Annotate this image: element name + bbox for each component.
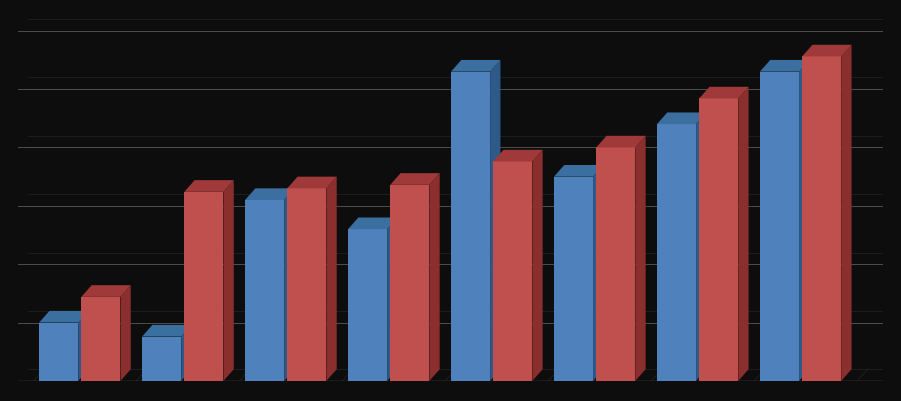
Polygon shape [593, 166, 604, 381]
Polygon shape [78, 311, 88, 381]
Polygon shape [39, 311, 88, 323]
Polygon shape [245, 189, 295, 200]
Polygon shape [842, 46, 851, 381]
Polygon shape [387, 218, 397, 381]
Polygon shape [799, 61, 809, 381]
Bar [802, 57, 842, 381]
Polygon shape [142, 325, 192, 337]
Polygon shape [696, 113, 706, 381]
Polygon shape [348, 218, 397, 230]
Polygon shape [185, 181, 233, 192]
Bar [760, 73, 799, 381]
Bar [493, 162, 532, 381]
Bar [451, 73, 490, 381]
Bar [287, 189, 326, 381]
Polygon shape [635, 136, 646, 381]
Polygon shape [451, 61, 500, 73]
Polygon shape [181, 325, 192, 381]
Polygon shape [760, 61, 809, 73]
Polygon shape [738, 87, 749, 381]
Bar [348, 230, 387, 381]
Bar [390, 185, 430, 381]
Polygon shape [802, 46, 851, 57]
Polygon shape [493, 150, 542, 162]
Polygon shape [532, 150, 542, 381]
Polygon shape [554, 166, 604, 177]
Bar [142, 337, 181, 381]
Polygon shape [81, 286, 131, 297]
Bar [81, 297, 121, 381]
Bar [657, 125, 696, 381]
Bar [245, 200, 284, 381]
Polygon shape [287, 177, 337, 189]
Polygon shape [657, 113, 706, 125]
Bar [699, 99, 738, 381]
Bar [596, 148, 635, 381]
Polygon shape [326, 177, 337, 381]
Polygon shape [430, 174, 440, 381]
Bar [39, 323, 78, 381]
Polygon shape [121, 286, 131, 381]
Bar [185, 192, 223, 381]
Bar [554, 177, 593, 381]
Polygon shape [699, 87, 749, 99]
Polygon shape [223, 181, 233, 381]
Polygon shape [490, 61, 500, 381]
Polygon shape [390, 174, 440, 185]
Polygon shape [284, 189, 295, 381]
Polygon shape [596, 136, 646, 148]
